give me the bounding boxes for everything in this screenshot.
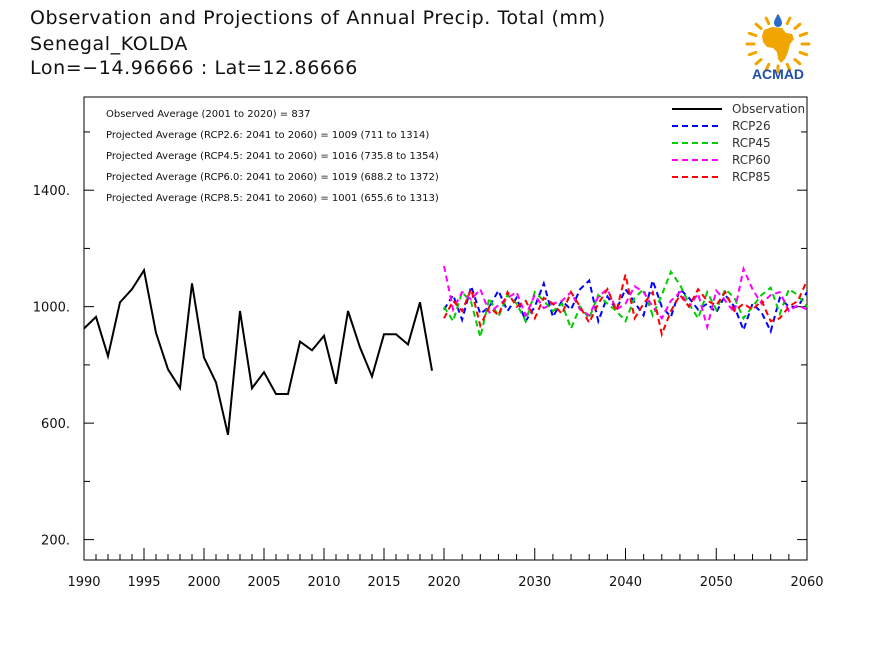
logo-ray (793, 58, 802, 66)
logo-ray (785, 16, 792, 26)
y-tick-label: 1400. (33, 184, 70, 199)
logo-ray (764, 62, 771, 72)
logo-ray (793, 22, 802, 30)
rcp26-average-text: Projected Average (RCP2.6: 2041 to 2060)… (106, 130, 429, 141)
legend-label-rcp85: RCP85 (732, 170, 771, 184)
rcp45-average-text: Projected Average (RCP4.5: 2041 to 2060)… (106, 151, 439, 162)
y-tick-label: 600. (41, 417, 70, 432)
legend-label-observation: Observation (732, 102, 805, 116)
logo-ray (747, 31, 758, 38)
legend: Observation RCP26 RCP45 RCP60 RCP85 (672, 102, 805, 184)
observed-average-text: Observed Average (2001 to 2020) = 837 (106, 109, 310, 120)
logo-ray (754, 58, 763, 66)
x-tick-label: 2040 (609, 575, 642, 590)
logo-ray (785, 62, 792, 72)
axes: 1990 1995 2000 2005 2010 2015 2020 2030 2040 2050… (33, 131, 824, 590)
logo-ray (764, 16, 771, 26)
coordinates-label: Lon=−14.96666 : Lat=12.86666 (30, 57, 358, 79)
x-tick-label: 2000 (187, 575, 220, 590)
x-tick-label: 2020 (427, 575, 460, 590)
series-lines (83, 265, 808, 436)
legend-label-rcp60: RCP60 (732, 153, 771, 167)
series-line-observation (83, 267, 433, 436)
legend-label-rcp26: RCP26 (732, 119, 771, 133)
acmad-logo: ACMAD (745, 14, 811, 82)
series-line-rcp85 (443, 274, 808, 338)
logo-ray (798, 50, 809, 57)
plot-frame (83, 96, 808, 561)
annotation-block: Observed Average (2001 to 2020) = 837 Pr… (106, 109, 439, 204)
chart-title: Observation and Projections of Annual Pr… (30, 7, 606, 29)
x-tick-label: 2015 (367, 575, 400, 590)
rcp60-average-text: Projected Average (RCP6.0: 2041 to 2060)… (106, 172, 439, 183)
x-tick-label: 2005 (247, 575, 280, 590)
x-tick-label: 2060 (790, 575, 823, 590)
logo-ray (754, 22, 763, 30)
y-tick-label: 200. (41, 534, 70, 549)
x-tick-label: 1990 (67, 575, 100, 590)
x-tick-label: 2010 (307, 575, 340, 590)
x-tick-label: 1995 (127, 575, 160, 590)
rcp85-average-text: Projected Average (RCP8.5: 2041 to 2060)… (106, 193, 439, 204)
logo-ray (747, 50, 758, 57)
logo-text: ACMAD (752, 66, 804, 82)
logo-ray (798, 31, 809, 38)
x-tick-label: 2030 (518, 575, 551, 590)
y-tick-label: 1000. (33, 301, 70, 316)
x-tick-label: 2050 (700, 575, 733, 590)
station-name: Senegal_KOLDA (30, 33, 189, 55)
legend-label-rcp45: RCP45 (732, 136, 771, 150)
